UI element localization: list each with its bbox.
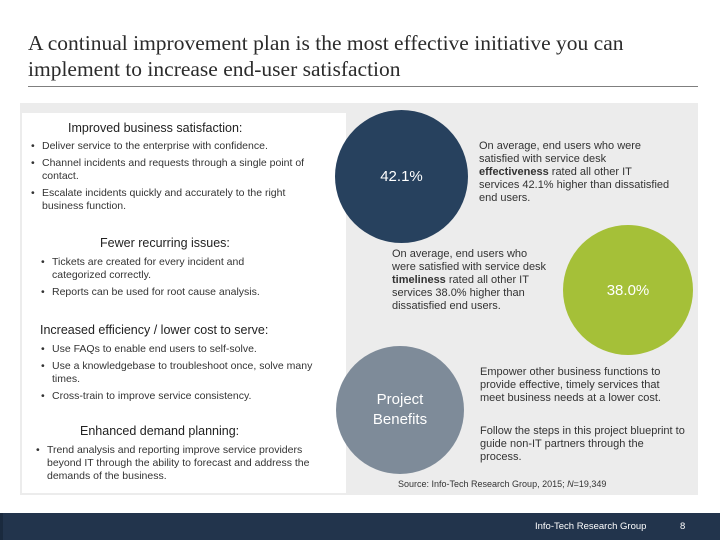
effectiveness-description: On average, end users who were satisfied… xyxy=(479,140,671,205)
title-divider xyxy=(28,86,698,87)
timeliness-value: 38.0% xyxy=(606,281,650,299)
bullets-efficiency: Use FAQs to enable end users to self-sol… xyxy=(38,343,323,407)
source-n-label: N xyxy=(567,479,574,489)
source-n-value: =19,349 xyxy=(573,479,607,489)
effectiveness-stat-circle: 42.1% xyxy=(335,110,468,243)
list-item: Reports can be used for root cause analy… xyxy=(38,286,300,299)
list-item: Use a knowledgebase to troubleshoot once… xyxy=(38,360,323,386)
section-heading-recurring: Fewer recurring issues: xyxy=(100,236,230,250)
list-item: Deliver service to the enterprise with c… xyxy=(28,140,310,153)
slide-title: A continual improvement plan is the most… xyxy=(28,31,624,81)
bullets-satisfaction: Deliver service to the enterprise with c… xyxy=(28,140,310,217)
footer-accent xyxy=(0,513,3,540)
timeliness-description: On average, end users who were satisfied… xyxy=(392,248,552,313)
section-heading-demand: Enhanced demand planning: xyxy=(80,424,240,438)
project-benefits-circle: Project Benefits xyxy=(336,346,464,474)
timeliness-stat-circle: 38.0% xyxy=(563,225,693,355)
list-item: Tickets are created for every incident a… xyxy=(38,256,300,282)
benefits-description-1: Empower other business functions to prov… xyxy=(480,366,661,404)
list-item: Cross-train to improve service consisten… xyxy=(38,390,323,403)
section-heading-satisfaction: Improved business satisfaction: xyxy=(68,121,243,135)
footer-bar xyxy=(0,513,720,540)
footer-organization: Info-Tech Research Group xyxy=(535,521,647,532)
bullets-demand: Trend analysis and reporting improve ser… xyxy=(33,444,323,487)
project-benefits-line1: Project xyxy=(376,391,424,408)
effectiveness-value: 42.1% xyxy=(380,168,423,185)
source-prefix: Source: Info-Tech Research Group, 2015; xyxy=(398,479,568,489)
list-item: Trend analysis and reporting improve ser… xyxy=(33,444,323,483)
timeliness-text-pre: On average, end users who were satisfied… xyxy=(392,248,547,273)
timeliness-text-post: rated all other IT services 38.0% higher… xyxy=(392,274,529,312)
section-heading-efficiency: Increased efficiency / lower cost to ser… xyxy=(40,323,269,337)
effectiveness-text-post: rated all other IT services 42.1% higher… xyxy=(479,166,670,204)
list-item: Channel incidents and requests through a… xyxy=(28,157,310,183)
list-item: Use FAQs to enable end users to self-sol… xyxy=(38,343,323,356)
timeliness-text-bold: timeliness xyxy=(392,274,446,286)
effectiveness-text-bold: effectiveness xyxy=(479,166,549,178)
project-benefits-line2: Benefits xyxy=(372,411,428,428)
benefits-description-2: Follow the steps in this project bluepri… xyxy=(480,425,685,463)
bullets-recurring: Tickets are created for every incident a… xyxy=(38,256,300,303)
source-citation: Source: Info-Tech Research Group, 2015; … xyxy=(398,479,606,489)
list-item: Escalate incidents quickly and accuratel… xyxy=(28,187,310,213)
page-number: 8 xyxy=(680,521,686,532)
effectiveness-text-pre: On average, end users who were satisfied… xyxy=(479,140,642,165)
